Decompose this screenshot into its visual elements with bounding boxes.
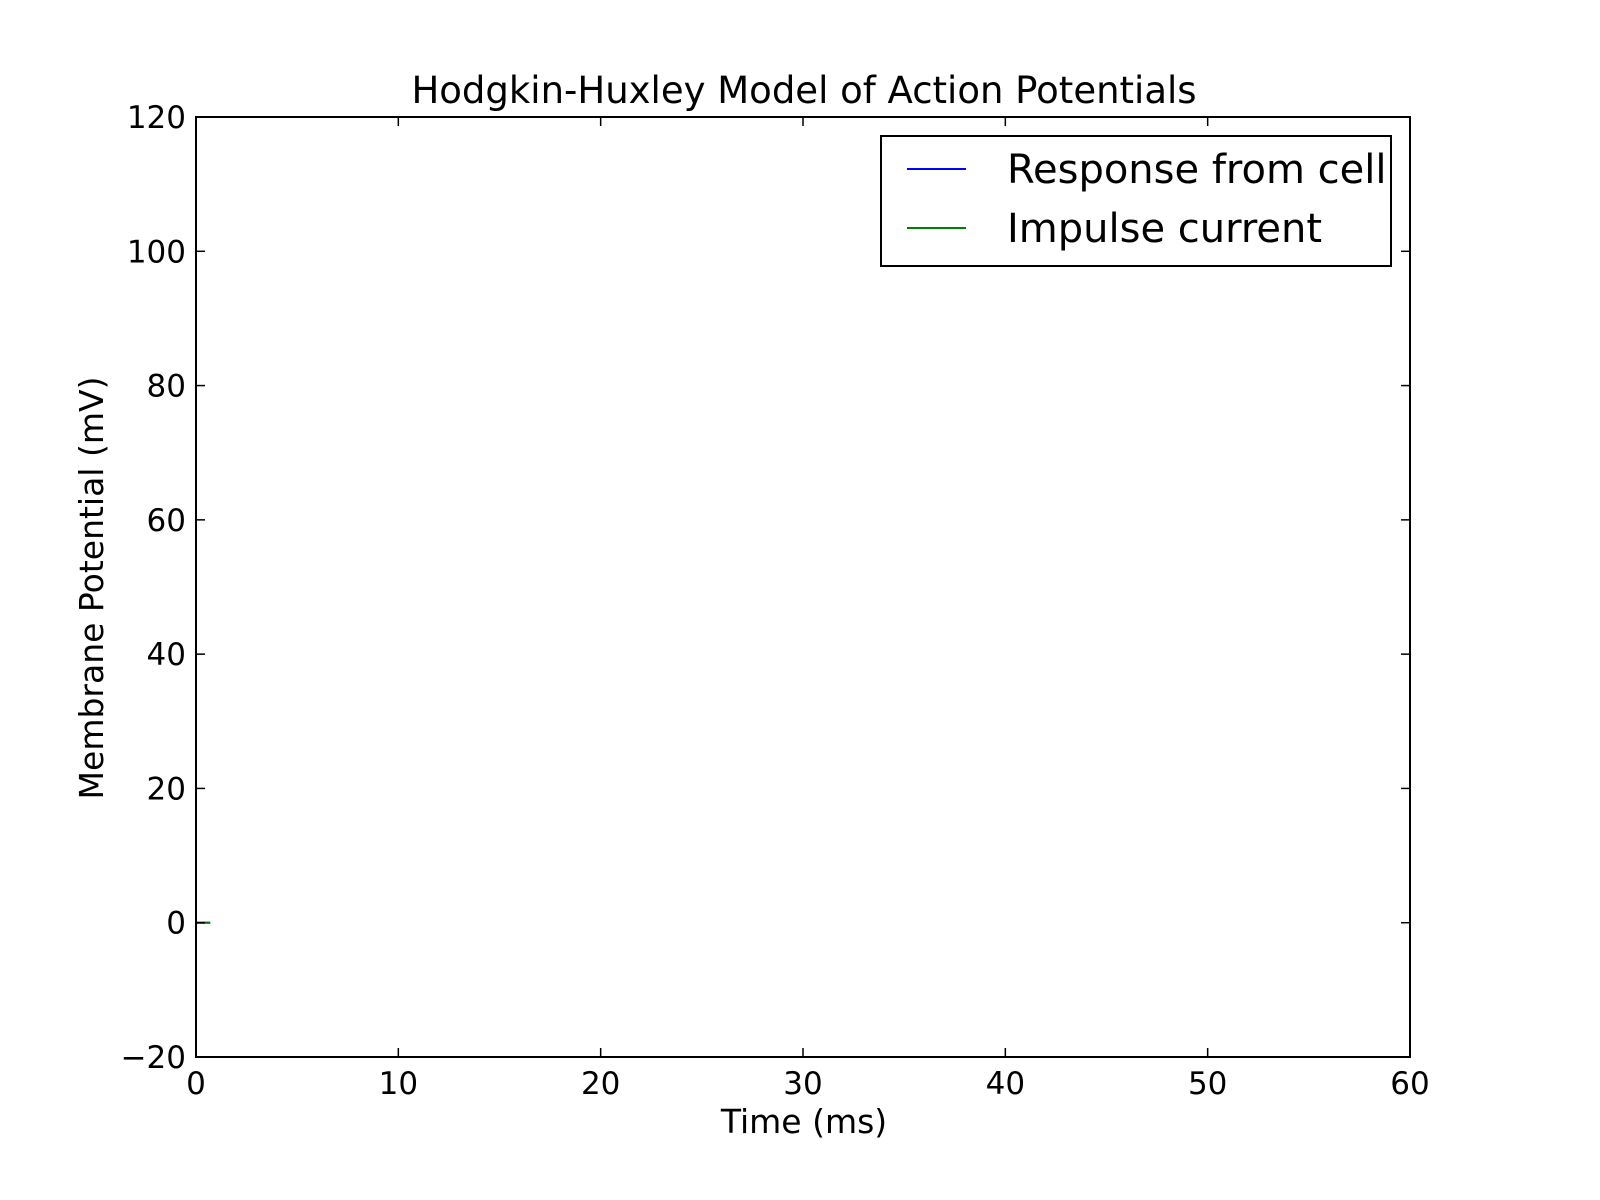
x-tick-label: 10: [379, 1066, 418, 1102]
x-tick-label: 0: [186, 1066, 206, 1102]
x-axis-label: Time (ms): [720, 1102, 887, 1141]
x-tick-label: 30: [783, 1066, 822, 1102]
legend: Response from cell Impulse current: [880, 135, 1392, 267]
legend-box: [880, 135, 1392, 267]
legend-label: Impulse current: [1007, 206, 1322, 252]
x-tick-label: 50: [1188, 1066, 1227, 1102]
plot-area: [196, 117, 1410, 1057]
y-tick-label: 40: [147, 637, 186, 673]
x-tick-label: 60: [1390, 1066, 1429, 1102]
x-tick-label: 20: [581, 1066, 620, 1102]
legend-label: Response from cell: [1007, 147, 1386, 193]
y-tick-label: −20: [121, 1040, 186, 1076]
y-tick-label: 80: [147, 369, 186, 405]
y-axis-label: Membrane Potential (mV): [72, 377, 111, 800]
chart-title: Hodgkin-Huxley Model of Action Potential…: [411, 69, 1196, 112]
y-tick-label: 60: [147, 503, 186, 539]
y-tick-label: 100: [127, 234, 186, 270]
y-tick-label: 20: [147, 771, 186, 807]
y-tick-label: 0: [166, 906, 186, 942]
x-tick-label: 40: [986, 1066, 1025, 1102]
y-tick-label: 120: [127, 100, 186, 136]
plot-frame: [195, 116, 1411, 1058]
